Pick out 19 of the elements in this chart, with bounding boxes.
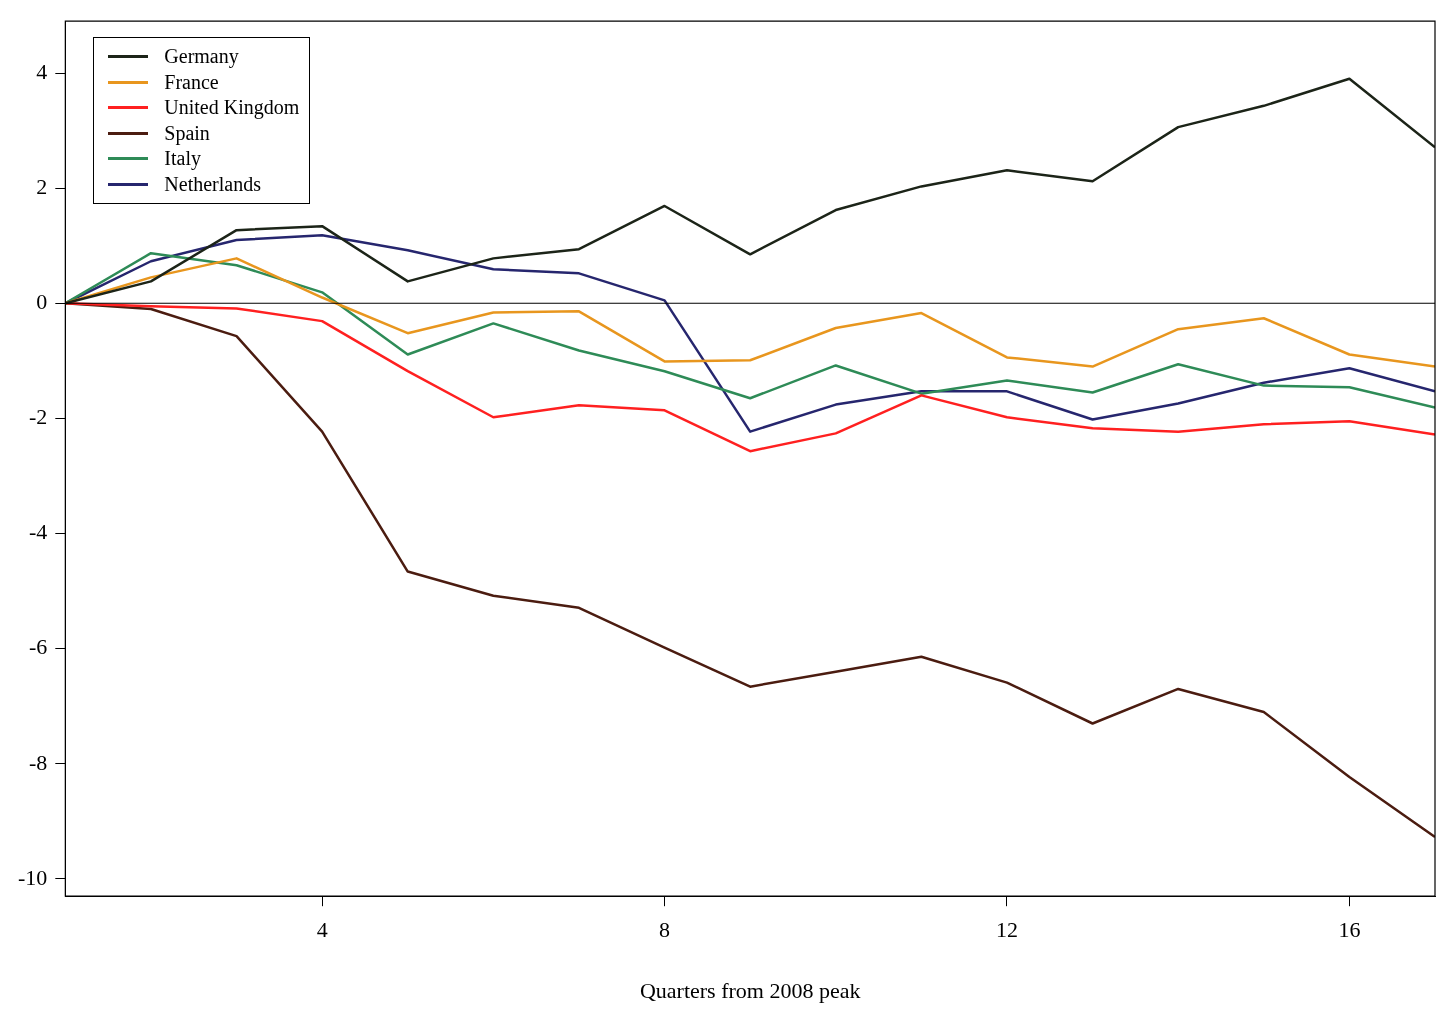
x-tick-label: 16: [1338, 917, 1361, 943]
y-tick-label: 2: [36, 173, 48, 199]
legend-label: Italy: [164, 146, 201, 172]
y-tick-label: -6: [29, 634, 48, 660]
x-axis-title: Quarters from 2008 peak: [639, 977, 861, 1003]
legend-label: France: [164, 69, 219, 95]
y-tick-label: 0: [36, 289, 48, 315]
y-tick-label: -4: [29, 519, 48, 545]
x-tick-label: 4: [316, 917, 328, 943]
legend-label: Spain: [164, 120, 210, 147]
y-tick-label: -2: [29, 404, 48, 430]
y-tick-label: 4: [36, 58, 48, 84]
x-tick-label: 8: [659, 917, 671, 943]
y-tick-label: -10: [18, 864, 48, 890]
legend-label: United Kingdom: [164, 95, 300, 121]
legend-label: Germany: [164, 44, 239, 70]
x-tick-label: 12: [995, 917, 1018, 943]
legend-label: Netherlands: [164, 171, 261, 197]
y-tick-label: -8: [29, 749, 48, 775]
